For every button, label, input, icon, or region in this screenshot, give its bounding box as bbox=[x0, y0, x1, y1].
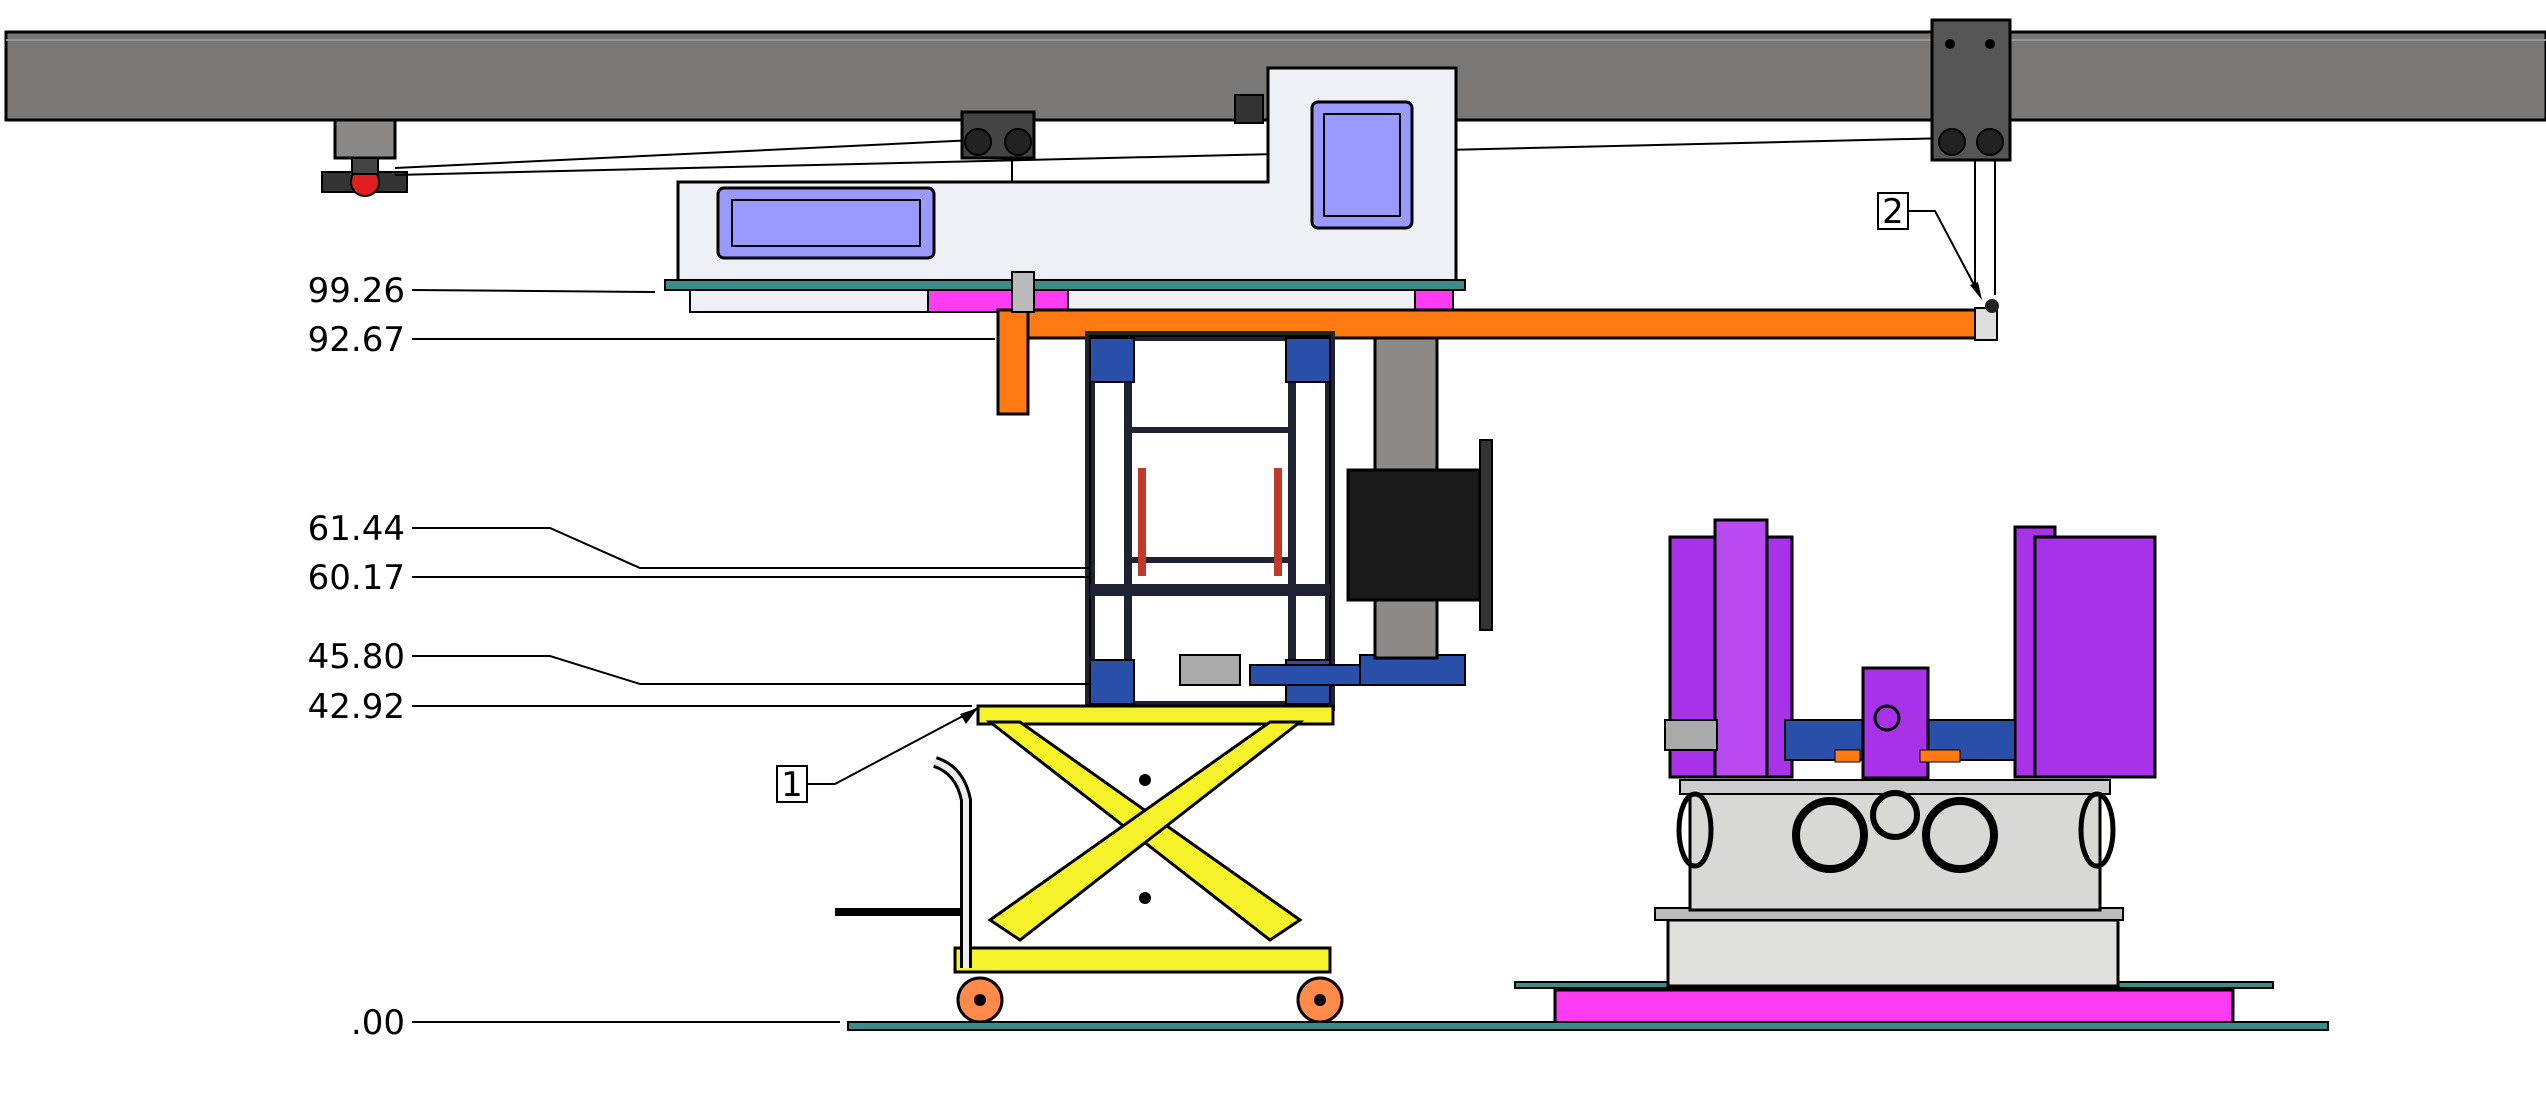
right-apparatus bbox=[1514, 518, 2274, 1026]
elevation-92-67: 92.67 bbox=[308, 320, 405, 360]
elevation-61-44: 61.44 bbox=[308, 509, 405, 549]
floor-plate bbox=[847, 1021, 2329, 1031]
elevation-42-92: 42.92 bbox=[308, 687, 405, 727]
scissor-lift[interactable] bbox=[835, 704, 1344, 1024]
support-frame bbox=[1085, 331, 1466, 711]
white-housing bbox=[664, 66, 1466, 313]
elevation-99-26: 99.26 bbox=[308, 271, 405, 311]
middle-pulley-block bbox=[960, 110, 1036, 160]
left-hanger bbox=[321, 118, 408, 197]
vertical-column bbox=[1346, 336, 1493, 660]
elevation-60-17: 60.17 bbox=[308, 558, 405, 598]
callout-2-label: 2 bbox=[1882, 192, 1904, 232]
callout-2: 2 bbox=[1877, 192, 1982, 300]
callout-1: 1 bbox=[776, 707, 979, 805]
elevation-00: .00 bbox=[351, 1003, 405, 1043]
elevation-45-80: 45.80 bbox=[308, 637, 405, 677]
callout-1-label: 1 bbox=[781, 765, 803, 805]
right-pulley-block bbox=[1930, 18, 2012, 162]
elevation-leaders bbox=[411, 289, 1090, 1023]
elevation-labels: 99.26 92.67 61.44 60.17 45.80 42.92 .00 bbox=[308, 271, 405, 1043]
